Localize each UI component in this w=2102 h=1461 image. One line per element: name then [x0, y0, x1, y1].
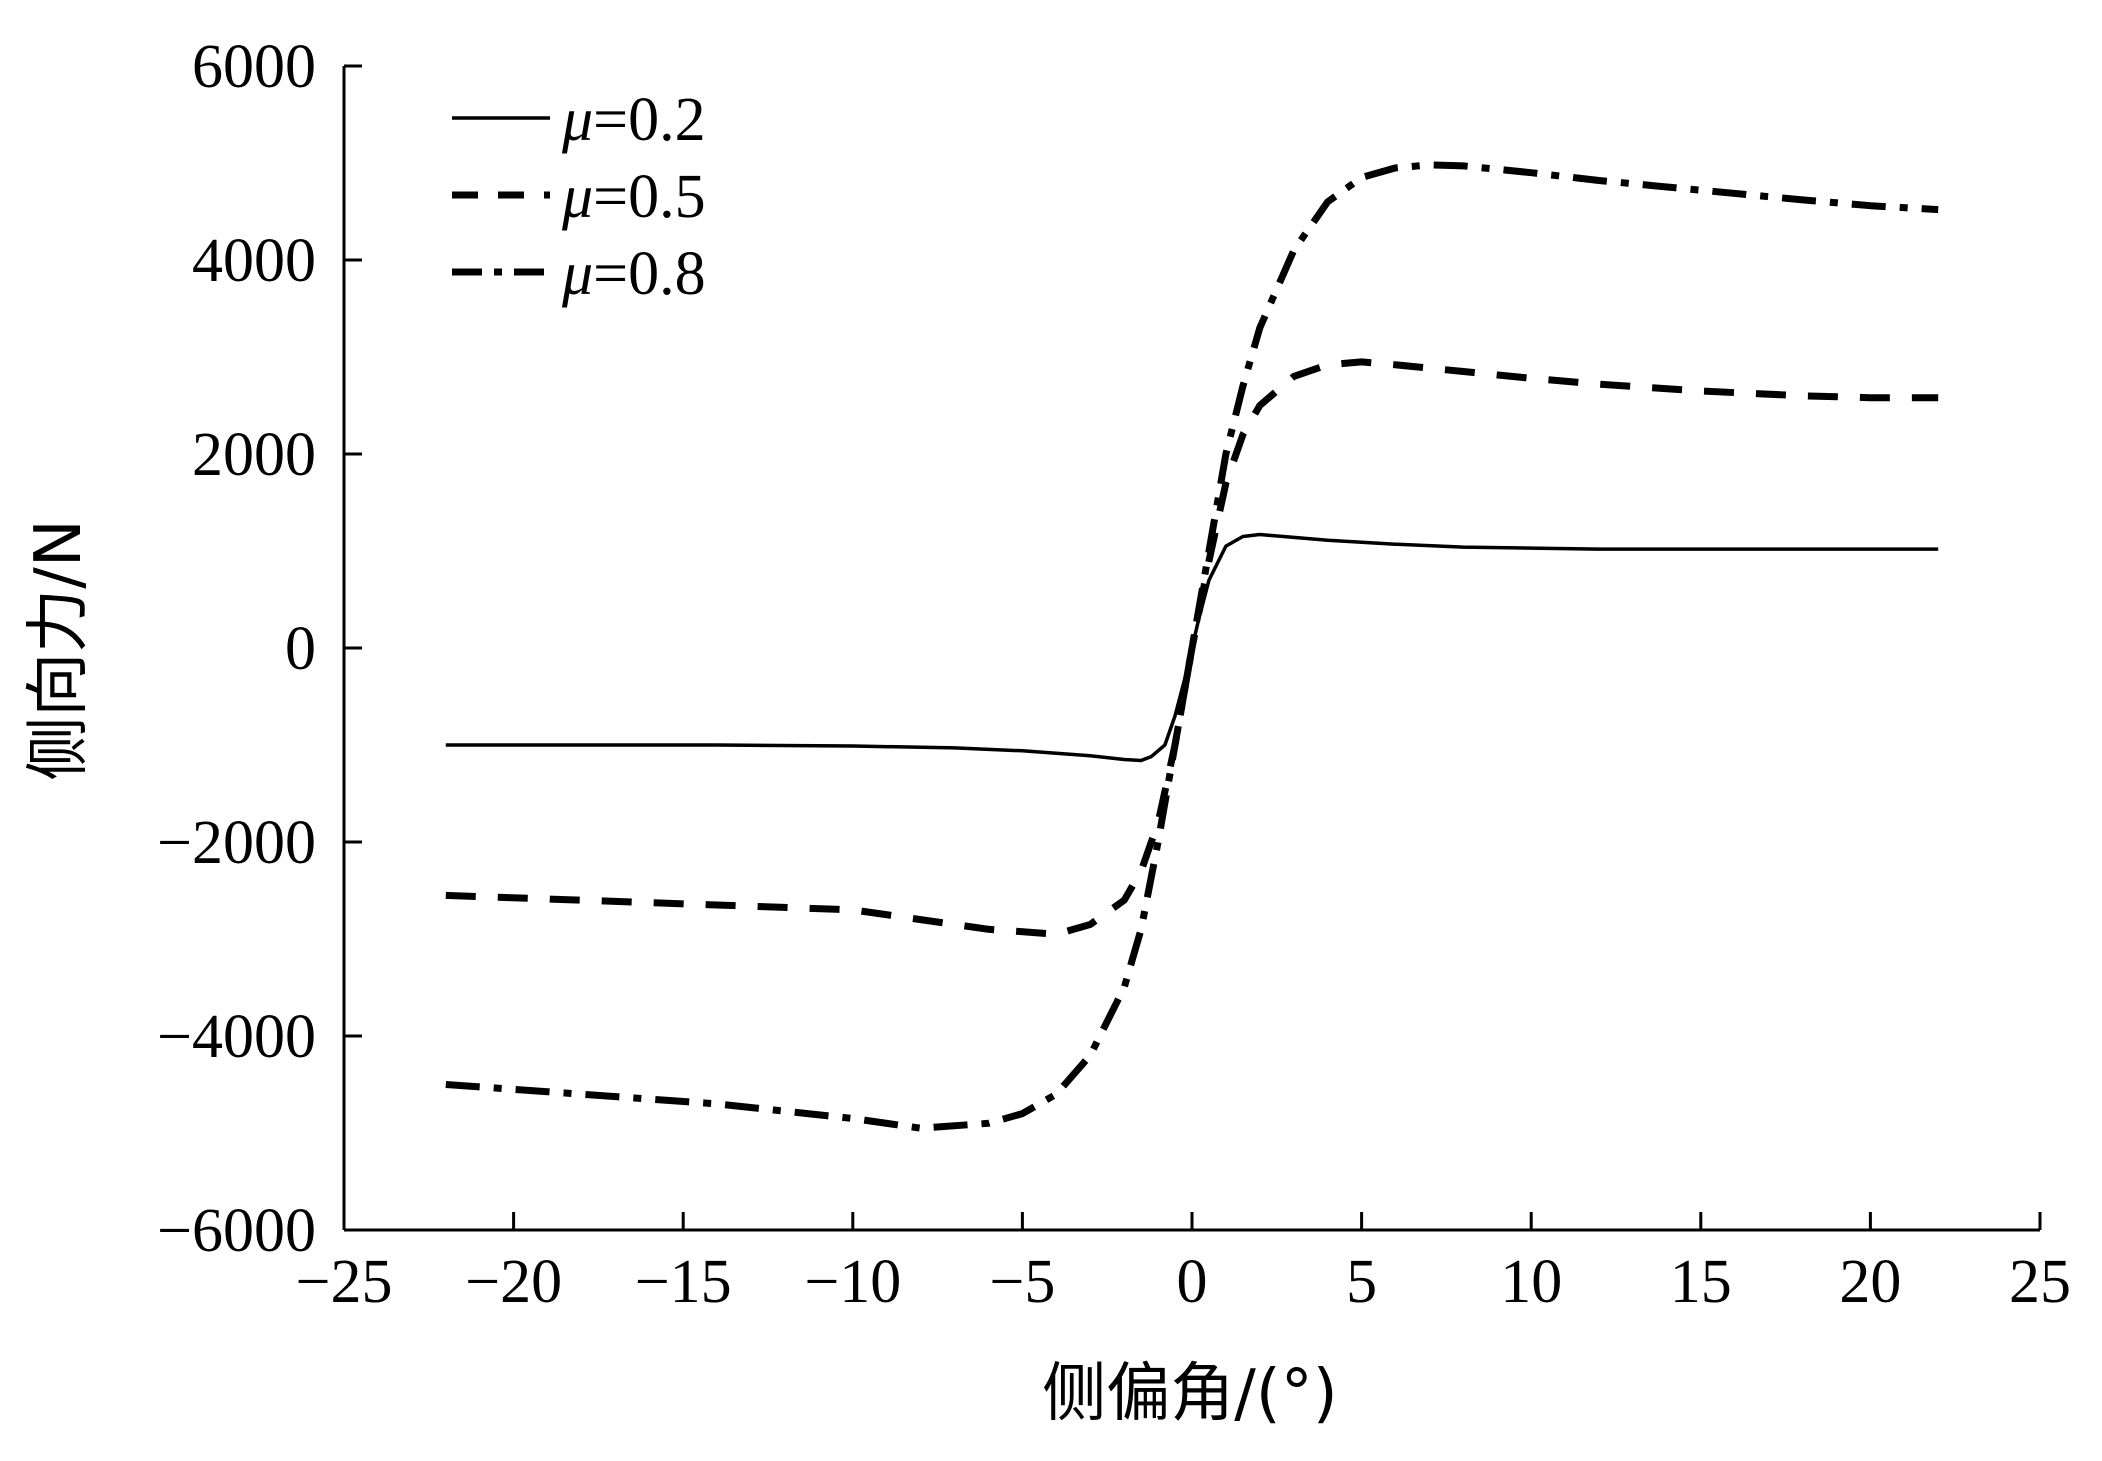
y-tick-label: −6000: [157, 1197, 316, 1265]
legend-mu-value: =0.8: [593, 240, 705, 308]
y-tick-label: 0: [285, 615, 316, 683]
y-axis-title: 侧向力/N: [22, 519, 96, 780]
series-lines: [445, 161, 1939, 1132]
x-axis-title: 侧偏角/(°): [1042, 1357, 1338, 1431]
series-line-2: [445, 358, 1939, 938]
x-tick-label: −5: [989, 1248, 1055, 1316]
legend-mu-value: =0.5: [593, 163, 705, 231]
x-tick-label: −15: [635, 1248, 732, 1316]
legend: μ=0.2μ=0.5μ=0.8: [452, 86, 706, 308]
y-tick-label: 2000: [192, 421, 316, 489]
x-tick-label: 0: [1177, 1248, 1208, 1316]
x-tick-label: 5: [1346, 1248, 1377, 1316]
legend-label-3: μ=0.8: [561, 240, 706, 308]
x-tick-label: −10: [804, 1248, 901, 1316]
legend-mu-symbol: μ: [561, 86, 593, 154]
y-tick-label: 6000: [192, 33, 316, 101]
y-tick-label: −2000: [157, 809, 316, 877]
x-tick-label: 20: [1839, 1248, 1901, 1316]
series-line-3: [445, 161, 1939, 1132]
x-tick-label: 10: [1500, 1248, 1562, 1316]
ticks: −25 −20 −15 −10 −5 0 5 10 15 20 25 −6000 −4000 −2000 0…: [157, 33, 2071, 1316]
x-tick-label: 15: [1670, 1248, 1732, 1316]
legend-mu-value: =0.2: [593, 86, 705, 154]
legend-mu-symbol: μ: [561, 163, 593, 231]
legend-mu-symbol: μ: [561, 240, 593, 308]
x-tick-label: −20: [465, 1248, 562, 1316]
y-tick-label: −4000: [157, 1003, 316, 1071]
legend-label-1: μ=0.2: [561, 86, 706, 154]
y-tick-label: 4000: [192, 227, 316, 295]
series-line-1: [445, 532, 1939, 763]
x-tick-label: −25: [296, 1248, 393, 1316]
legend-label-2: μ=0.5: [561, 163, 706, 231]
x-tick-label: 25: [2009, 1248, 2071, 1316]
